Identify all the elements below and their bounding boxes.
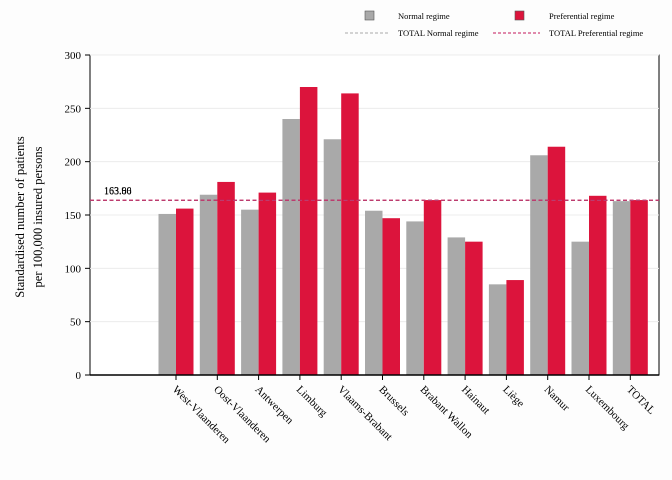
legend-label-normal: Normal regime [398, 11, 450, 21]
x-tick-label: Namur [542, 384, 572, 414]
bar-normal [365, 210, 383, 375]
bar-normal [612, 201, 631, 375]
y-axis-label-line-1: Standardised number of patients [13, 136, 27, 298]
bar-preferential [217, 181, 235, 375]
legend-label-total-normal: TOTAL Normal regime [398, 28, 479, 38]
x-tick-label: Antwerpen [252, 384, 295, 427]
bar-preferential [341, 93, 359, 376]
y-tick-label: 100 [65, 263, 82, 275]
y-tick-label: 50 [70, 317, 82, 329]
reference-label-total-normal: 163.66 [104, 186, 132, 197]
y-axis-label: Standardised number of patients per 100,… [13, 136, 45, 298]
bar-preferential [382, 218, 400, 375]
bar-normal [199, 194, 218, 375]
y-tick-label: 150 [65, 210, 82, 222]
plot-area: 050100150200250300West-VlaanderenOost-Vl… [65, 50, 660, 446]
bar-normal [241, 209, 259, 375]
legend-label-total-preferential: TOTAL Preferential regime [549, 28, 643, 38]
legend: Normal regime Preferential regime TOTAL … [345, 10, 643, 38]
bar-normal [406, 221, 424, 375]
x-tick-label: Hainaut [459, 384, 492, 417]
y-tick-label: 0 [76, 370, 82, 382]
x-tick-label: TOTAL [624, 384, 657, 417]
bar-preferential [465, 241, 483, 375]
bar-normal [447, 237, 466, 375]
x-tick-label: Brussels [376, 384, 411, 419]
y-axis-label-line-2: per 100,000 insured persons [31, 146, 45, 287]
bar-preferential [176, 208, 194, 375]
bar-preferential [547, 146, 566, 375]
bar-preferential [423, 200, 442, 375]
y-tick-label: 200 [65, 157, 82, 169]
y-tick-label: 250 [65, 103, 82, 115]
reference-label-total-preferential: 163.90 [104, 186, 132, 197]
y-tick-label: 300 [65, 50, 82, 62]
bar-normal [323, 139, 342, 375]
bar-preferential [630, 200, 648, 375]
bar-preferential [258, 192, 277, 375]
x-tick-label: Liège [500, 384, 526, 410]
legend-swatch-preferential [514, 10, 525, 21]
bar-preferential [299, 87, 318, 375]
bar-normal [571, 241, 589, 375]
bar-normal [530, 155, 548, 375]
legend-label-preferential: Preferential regime [549, 11, 615, 21]
bar-preferential [589, 195, 607, 375]
x-tick-label: Limburg [294, 384, 330, 420]
bar-preferential [506, 280, 524, 375]
bar-normal [158, 213, 176, 375]
bar-normal [488, 284, 507, 375]
bar-normal [282, 119, 300, 375]
legend-swatch-normal [364, 10, 375, 21]
